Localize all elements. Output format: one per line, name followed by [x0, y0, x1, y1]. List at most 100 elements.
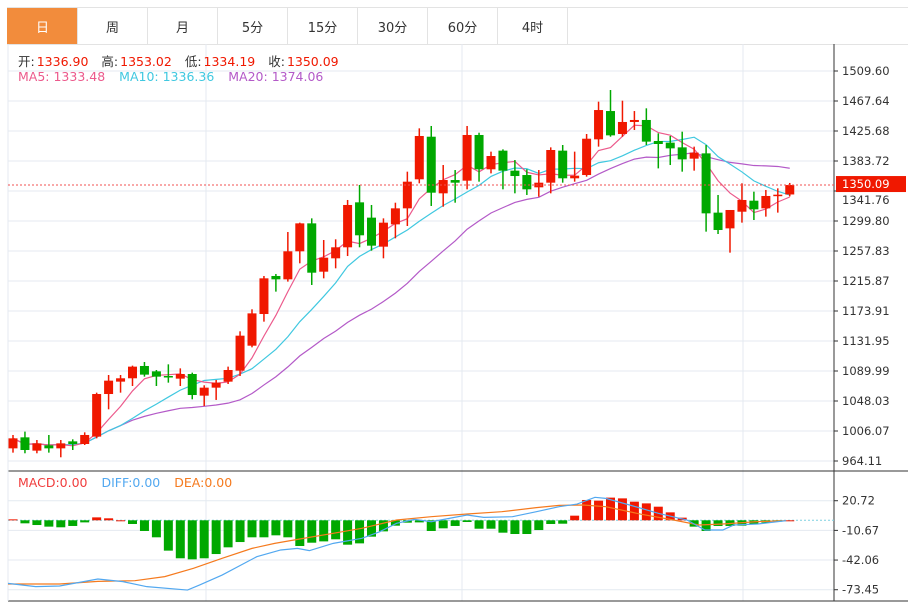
candle-up — [331, 247, 341, 259]
candle-down — [151, 371, 161, 377]
candle-up — [211, 382, 221, 388]
ma10-value: MA10: 1336.36 — [119, 69, 215, 84]
macd-bar — [20, 520, 30, 524]
open-value: 1336.90 — [36, 54, 89, 69]
tab-15min[interactable]: 15分 — [287, 8, 357, 44]
macd-bar — [175, 520, 185, 559]
tab-day[interactable]: 日 — [7, 8, 77, 44]
macd-bar — [701, 520, 711, 531]
candle-down — [510, 170, 520, 177]
high-value: 1353.02 — [120, 54, 172, 69]
candle-up — [247, 313, 257, 346]
tab-week[interactable]: 周 — [77, 8, 147, 44]
macd-bar — [44, 520, 54, 527]
macd-bar — [116, 520, 126, 522]
tab-30min[interactable]: 30分 — [357, 8, 427, 44]
ma10-line — [12, 136, 790, 446]
candle-down — [474, 134, 484, 170]
macd-bar — [486, 520, 496, 529]
macd-bar — [641, 503, 651, 521]
candle-down — [653, 140, 663, 144]
diff-line — [7, 496, 787, 591]
candle-down — [522, 175, 532, 190]
candle-up — [235, 335, 245, 371]
macd-bar — [606, 497, 615, 521]
candle-up — [343, 204, 353, 248]
close-label: 收: — [268, 54, 285, 69]
tab-month[interactable]: 月 — [147, 8, 217, 44]
high-label: 高: — [101, 54, 119, 69]
candle-up — [175, 373, 185, 379]
candle-up — [80, 434, 90, 444]
macd-bar — [462, 520, 472, 523]
macd-bar — [390, 520, 400, 526]
ma5-value: MA5: 1333.48 — [18, 69, 106, 84]
candle-up — [486, 156, 496, 170]
macd-bar — [151, 520, 161, 538]
macd-bar — [355, 520, 365, 544]
macd-bar — [414, 520, 424, 523]
candle-up — [582, 138, 592, 176]
macd-bar — [367, 520, 376, 537]
candle-down — [20, 437, 30, 450]
candle-down — [606, 111, 615, 136]
candle-down — [68, 441, 78, 444]
candle-up — [283, 251, 293, 280]
current-price-badge — [836, 176, 906, 193]
candle-down — [426, 136, 436, 193]
macd-tick-label: -10.67 — [842, 523, 879, 537]
macd-bar — [785, 520, 795, 522]
macd-bar — [247, 520, 257, 538]
macd-bar — [56, 520, 66, 528]
candle-up — [259, 278, 269, 315]
period-tabs: 日 周 月 5分 15分 30分 60分 4时 — [7, 7, 908, 45]
price-tick-label: 1341.76 — [842, 193, 890, 207]
dea-line — [8, 504, 787, 585]
candle-up — [570, 175, 580, 179]
macd-bar — [331, 520, 341, 540]
macd-bar — [80, 520, 90, 523]
candle-up — [116, 378, 126, 382]
candle-up — [92, 394, 102, 437]
price-tick-label: 1089.99 — [842, 364, 890, 378]
tab-4hour[interactable]: 4时 — [497, 8, 568, 44]
ma20-line — [12, 152, 790, 446]
candle-up — [785, 185, 795, 195]
macd-bar — [187, 520, 197, 560]
macd-bar — [92, 517, 102, 521]
macd-bar — [522, 520, 532, 535]
macd-legend: MACD:0.00 DIFF:0.00 DEA:0.00 — [18, 475, 234, 490]
candle-up — [462, 134, 472, 181]
candle-up — [689, 152, 699, 159]
macd-bar — [546, 520, 556, 524]
candle-up — [414, 135, 424, 180]
macd-bar — [534, 520, 544, 531]
macd-bar — [510, 520, 520, 535]
candle-down — [713, 212, 723, 231]
macd-tick-label: -73.45 — [842, 583, 879, 597]
price-tick-label: 1215.87 — [842, 274, 890, 288]
macd-bar — [295, 520, 305, 547]
ma20-value: MA20: 1374.06 — [228, 69, 324, 84]
price-tick-label: 1383.72 — [842, 154, 890, 168]
macd-bar — [474, 520, 484, 529]
low-value: 1334.19 — [203, 54, 256, 69]
macd-bar — [8, 519, 18, 521]
low-label: 低: — [184, 54, 202, 69]
candle-down — [271, 275, 281, 280]
diff-value: DIFF:0.00 — [101, 475, 161, 490]
macd-bar — [558, 520, 568, 524]
tab-5min[interactable]: 5分 — [217, 8, 287, 44]
macd-bar — [283, 520, 293, 538]
tab-60min[interactable]: 60分 — [427, 8, 497, 44]
macd-bar — [271, 520, 281, 536]
macd-bar — [426, 520, 436, 531]
candle-up — [295, 223, 305, 252]
candle-up — [199, 387, 209, 396]
macd-bar — [343, 520, 353, 545]
candle-down — [701, 153, 711, 214]
macd-bar — [713, 520, 723, 526]
candle-down — [307, 223, 317, 273]
ma5-line — [12, 124, 790, 447]
